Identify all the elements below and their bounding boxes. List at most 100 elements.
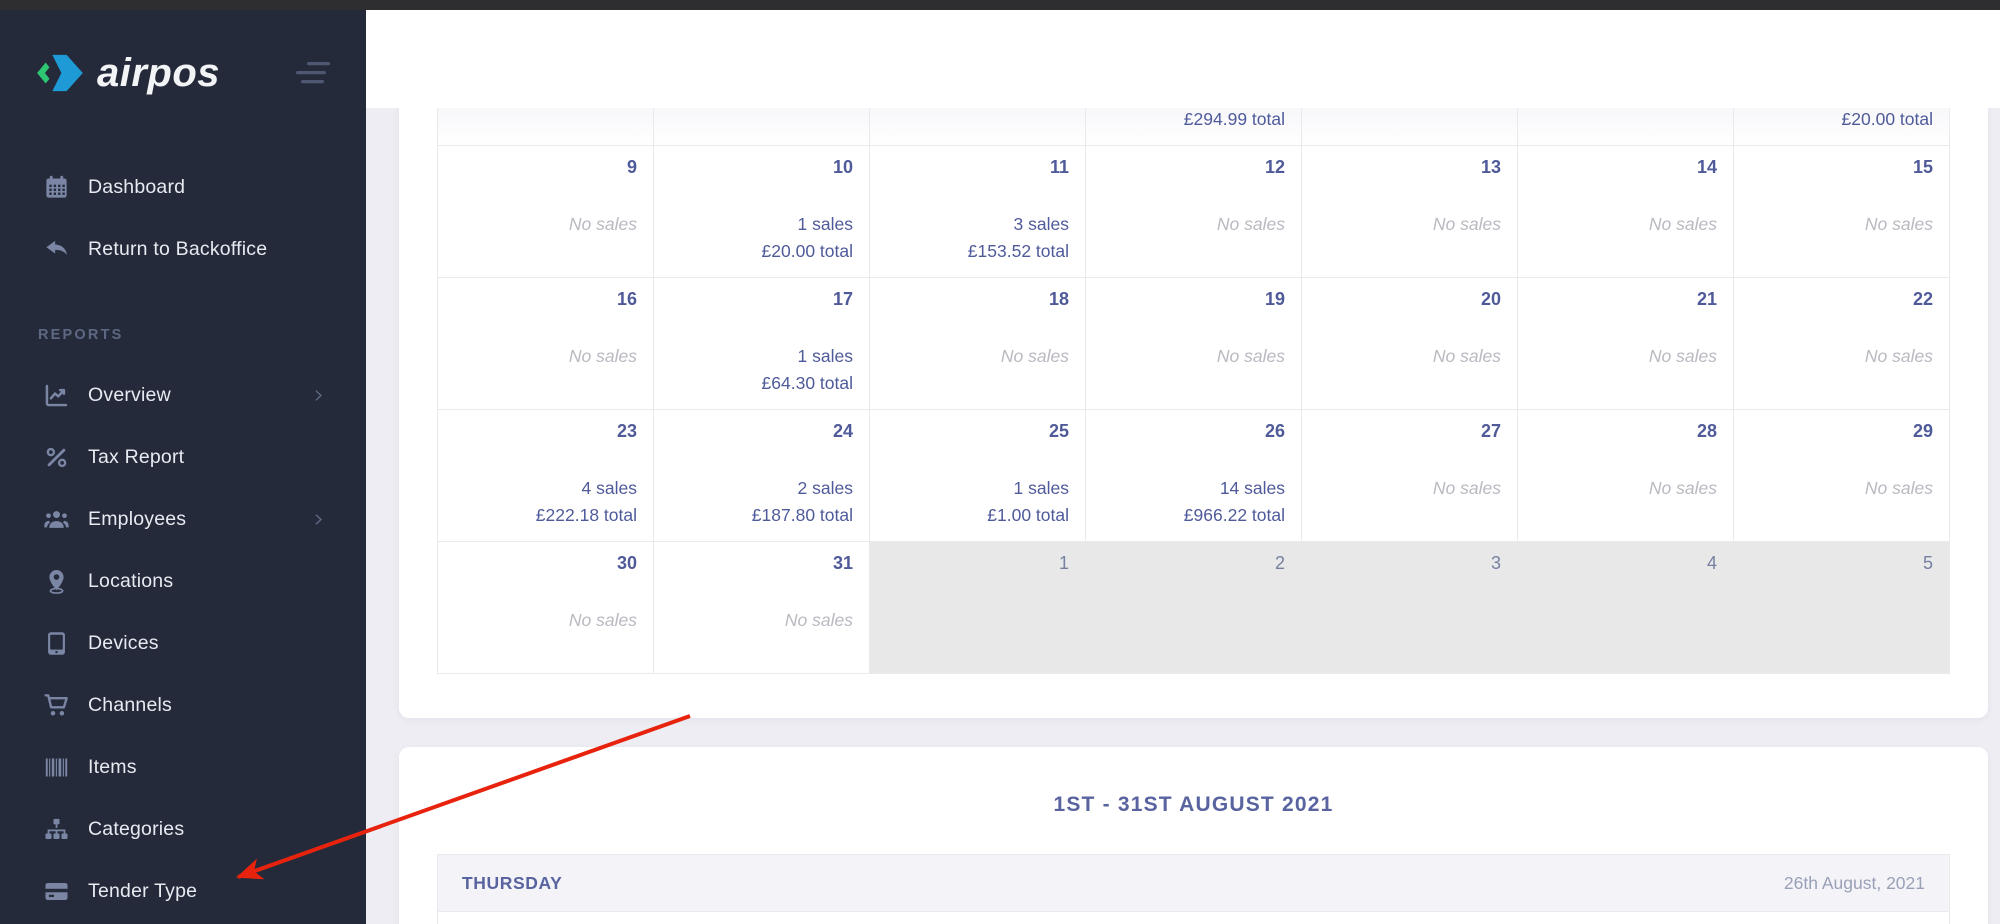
sales-total-label (1534, 106, 1717, 133)
calendar-day-number: 23 (616, 421, 637, 441)
calendar-day-cell: 30 No sales (438, 542, 654, 674)
sidebar-item-label: Tender Type (88, 879, 198, 902)
sales-total-label (1102, 634, 1285, 661)
calendar-day-cell: 23 4 sales £222.18 total (438, 410, 654, 542)
sales-count-label (886, 607, 1069, 634)
calendar-day-number: 11 (1049, 157, 1069, 177)
calendar-day-cell: 9 No sales (438, 146, 654, 278)
calendar-day-cell: 2 (1086, 542, 1302, 674)
sidebar-item-label: Items (88, 755, 137, 778)
sales-total-label (454, 238, 637, 265)
credit-card-icon (43, 878, 70, 905)
sales-total-label: £64.30 total (761, 373, 853, 393)
sales-total-label (1750, 634, 1933, 661)
calendar-day-cell: 26 14 sales £966.22 total (1086, 410, 1302, 542)
cart-icon (43, 692, 70, 719)
calendar-cell-sales (1318, 607, 1501, 661)
report-date: 26th August, 2021 (1783, 872, 1925, 893)
calendar-cell-sales (1534, 607, 1717, 661)
sidebar-item-dashboard[interactable]: Dashboard (0, 156, 366, 218)
calendar-day-cell: 29 No sales (1734, 410, 1950, 542)
calendar-cell-sales: No sales (1534, 211, 1717, 265)
sales-total-label (1534, 370, 1717, 397)
calendar-day-number: 29 (1912, 421, 1933, 441)
calendar-day-cell: 17 1 sales £64.30 total (654, 278, 870, 410)
calendar-cell-sales: No sales (1750, 475, 1933, 529)
sales-total-label: £294.99 total (1183, 109, 1285, 129)
sales-count-label: 3 sales (1013, 214, 1069, 234)
calendar-day-cell: 18 No sales (870, 278, 1086, 410)
sidebar-item-devices[interactable]: Devices (0, 612, 366, 674)
sales-total-label (1102, 370, 1285, 397)
calendar-day-cell: 20 No sales (1302, 278, 1518, 410)
sales-total-label: £20.00 total (1841, 109, 1933, 129)
no-sales-label: No sales (1432, 214, 1501, 234)
calendar-day-number: 15 (1912, 157, 1933, 177)
no-sales-label: No sales (1648, 478, 1717, 498)
calendar-day-number: 31 (832, 553, 853, 573)
sidebar-item-label: Locations (88, 569, 174, 592)
sales-total-label (1534, 634, 1717, 661)
calendar-day-cell: 15 No sales (1734, 146, 1950, 278)
calendar-day-number: 22 (1912, 289, 1933, 309)
calendar-day-cell: 3 (1302, 542, 1518, 674)
calendar-day-number: 21 (1696, 289, 1717, 309)
calendar-cell-sales: 1 sales £64.30 total (670, 343, 853, 397)
calendar-cell-sales: No sales (1318, 343, 1501, 397)
reply-icon (43, 236, 70, 263)
calendar-cell-sales: 3 sales £153.52 total (886, 211, 1069, 265)
percent-icon (43, 444, 70, 471)
no-sales-label: No sales (1864, 346, 1933, 366)
sidebar-item-items[interactable]: Items (0, 736, 366, 798)
sales-total-label: £20.00 total (761, 241, 853, 261)
calendar-cell-sales: No sales (1534, 475, 1717, 529)
calendar-cell-sales: 1 sales £20.00 total (670, 211, 853, 265)
sales-total-label (1750, 502, 1933, 529)
no-sales-label: No sales (1864, 478, 1933, 498)
report-day-header: THURSDAY (462, 872, 563, 893)
report-title: 1ST - 31ST AUGUST 2021 (1053, 793, 1334, 816)
calendar-day-cell: 24 2 sales £187.80 total (654, 410, 870, 542)
calendar-day-cell: 19 No sales (1086, 278, 1302, 410)
calendar-day-cell: 25 1 sales £1.00 total (870, 410, 1086, 542)
sidebar-item-employees[interactable]: Employees (0, 488, 366, 550)
sidebar-item-tax-report[interactable]: Tax Report (0, 426, 366, 488)
sales-calendar-card: £294.99 total £20.00 total 9 No sales 10 1 sa… (399, 60, 1988, 718)
users-icon (43, 506, 70, 533)
calendar-cell-sales (1750, 607, 1933, 661)
sidebar-item-label: Devices (88, 631, 159, 654)
sales-total-label: £187.80 total (751, 505, 853, 525)
no-sales-label: No sales (568, 214, 637, 234)
sidebar-item-channels[interactable]: Channels (0, 674, 366, 736)
sidebar-item-label: Categories (88, 817, 185, 840)
calendar-day-number: 30 (616, 553, 637, 573)
sidebar-item-locations[interactable]: Locations (0, 550, 366, 612)
sales-total-label (1318, 634, 1501, 661)
sales-total-label (886, 370, 1069, 397)
no-sales-label: No sales (1216, 346, 1285, 366)
calendar-cell-sales: 14 sales £966.22 total (1102, 475, 1285, 529)
sidebar-item-categories[interactable]: Categories (0, 798, 366, 860)
no-sales-label: No sales (568, 610, 637, 630)
calendar-day-cell: 27 No sales (1302, 410, 1518, 542)
sales-count-label (1534, 607, 1717, 634)
sidebar-item-tender-type[interactable]: Tender Type (0, 860, 366, 922)
sales-count-label: 1 sales (1013, 478, 1069, 498)
calendar-day-cell: 12 No sales (1086, 146, 1302, 278)
calendar-cell-sales: No sales (1318, 211, 1501, 265)
report-table: THURSDAY 26th August, 2021 (437, 854, 1950, 924)
sales-total-label: £222.18 total (535, 505, 637, 525)
calendar-cell-sales: 2 sales £187.80 total (670, 475, 853, 529)
sidebar-item-return-to-backoffice[interactable]: Return to Backoffice (0, 218, 366, 280)
sales-total-label (886, 634, 1069, 661)
calendar-day-cell: 5 (1734, 542, 1950, 674)
sidebar-item-overview[interactable]: Overview (0, 364, 366, 426)
chart-line-icon (43, 382, 70, 409)
calendar-cell-sales: No sales (1102, 211, 1285, 265)
calendar-day-number: 24 (832, 421, 853, 441)
sidebar-toggle-button[interactable] (294, 60, 332, 86)
sales-total-label: £153.52 total (967, 241, 1069, 261)
sales-total-label (454, 370, 637, 397)
calendar-day-cell: 22 No sales (1734, 278, 1950, 410)
calendar-day-cell: 13 No sales (1302, 146, 1518, 278)
